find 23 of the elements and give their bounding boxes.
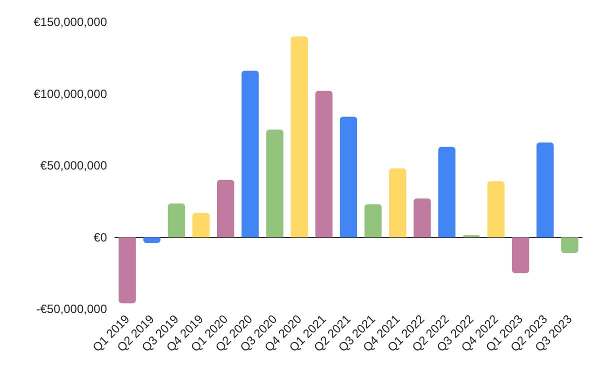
bar bbox=[340, 116, 358, 238]
bar bbox=[414, 198, 431, 238]
bar bbox=[242, 70, 259, 238]
bar bbox=[315, 90, 333, 238]
bar bbox=[512, 237, 530, 274]
y-tick-label: €150,000,000 bbox=[34, 15, 108, 29]
y-tick-label: -€50,000,000 bbox=[36, 302, 108, 316]
bar bbox=[487, 181, 505, 238]
bar bbox=[266, 130, 284, 238]
y-tick-label: €0 bbox=[94, 230, 108, 244]
bar bbox=[118, 237, 136, 304]
bar bbox=[561, 237, 578, 254]
bar bbox=[217, 180, 234, 238]
y-tick-label: €100,000,000 bbox=[34, 86, 108, 101]
bar bbox=[536, 142, 554, 238]
bar bbox=[389, 168, 406, 238]
bar bbox=[290, 36, 308, 238]
bar bbox=[168, 204, 186, 238]
bar bbox=[438, 146, 456, 238]
y-tick-label: €50,000,000 bbox=[40, 158, 108, 172]
bar bbox=[143, 237, 160, 243]
bar bbox=[364, 204, 382, 238]
bar bbox=[192, 212, 210, 238]
